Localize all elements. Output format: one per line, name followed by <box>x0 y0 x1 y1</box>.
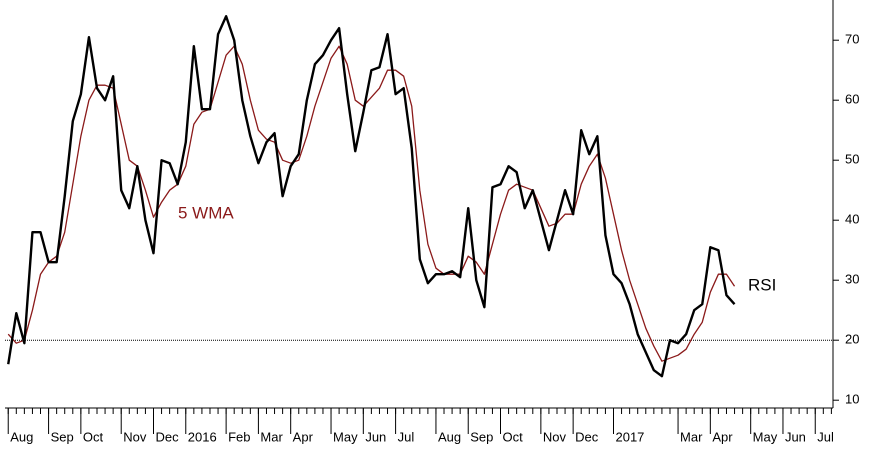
rsi-annotation: RSI <box>748 275 776 294</box>
y-tick-label: 60 <box>845 92 859 107</box>
x-tick-label: Aug <box>438 429 461 444</box>
wma-annotation: 5 WMA <box>178 203 234 222</box>
x-tick-label: 2016 <box>188 429 217 444</box>
x-tick-label: Sep <box>470 429 493 444</box>
x-tick-label: Mar <box>260 429 283 444</box>
x-tick-label: Jul <box>398 429 415 444</box>
y-tick-label: 10 <box>845 392 859 407</box>
x-tick-label: Jun <box>365 429 386 444</box>
x-tick-label: Apr <box>712 429 733 444</box>
x-tick-label: Apr <box>293 429 314 444</box>
x-tick-label: May <box>333 429 358 444</box>
x-tick-label: Dec <box>575 429 599 444</box>
x-tick-label: Nov <box>123 429 147 444</box>
series-line <box>7 45 736 362</box>
x-tick-label: Oct <box>83 429 104 444</box>
x-tick-label: Nov <box>543 429 567 444</box>
y-tick-label: 50 <box>845 152 859 167</box>
x-tick-label: Jun <box>785 429 806 444</box>
x-tick-label: Feb <box>228 429 250 444</box>
x-tick-label: Sep <box>51 429 74 444</box>
x-tick-label: May <box>753 429 778 444</box>
x-tick-label: Jul <box>817 429 834 444</box>
y-tick-label: 30 <box>845 272 859 287</box>
y-tick-label: 20 <box>845 332 859 347</box>
y-tick-label: 40 <box>845 212 859 227</box>
x-tick-label: Mar <box>680 429 703 444</box>
x-tick-label: 2017 <box>615 429 644 444</box>
series-line <box>7 15 736 378</box>
x-tick-label: Dec <box>155 429 179 444</box>
y-tick-label: 70 <box>845 32 859 47</box>
x-tick-label: Aug <box>10 429 33 444</box>
x-tick-label: Oct <box>503 429 524 444</box>
